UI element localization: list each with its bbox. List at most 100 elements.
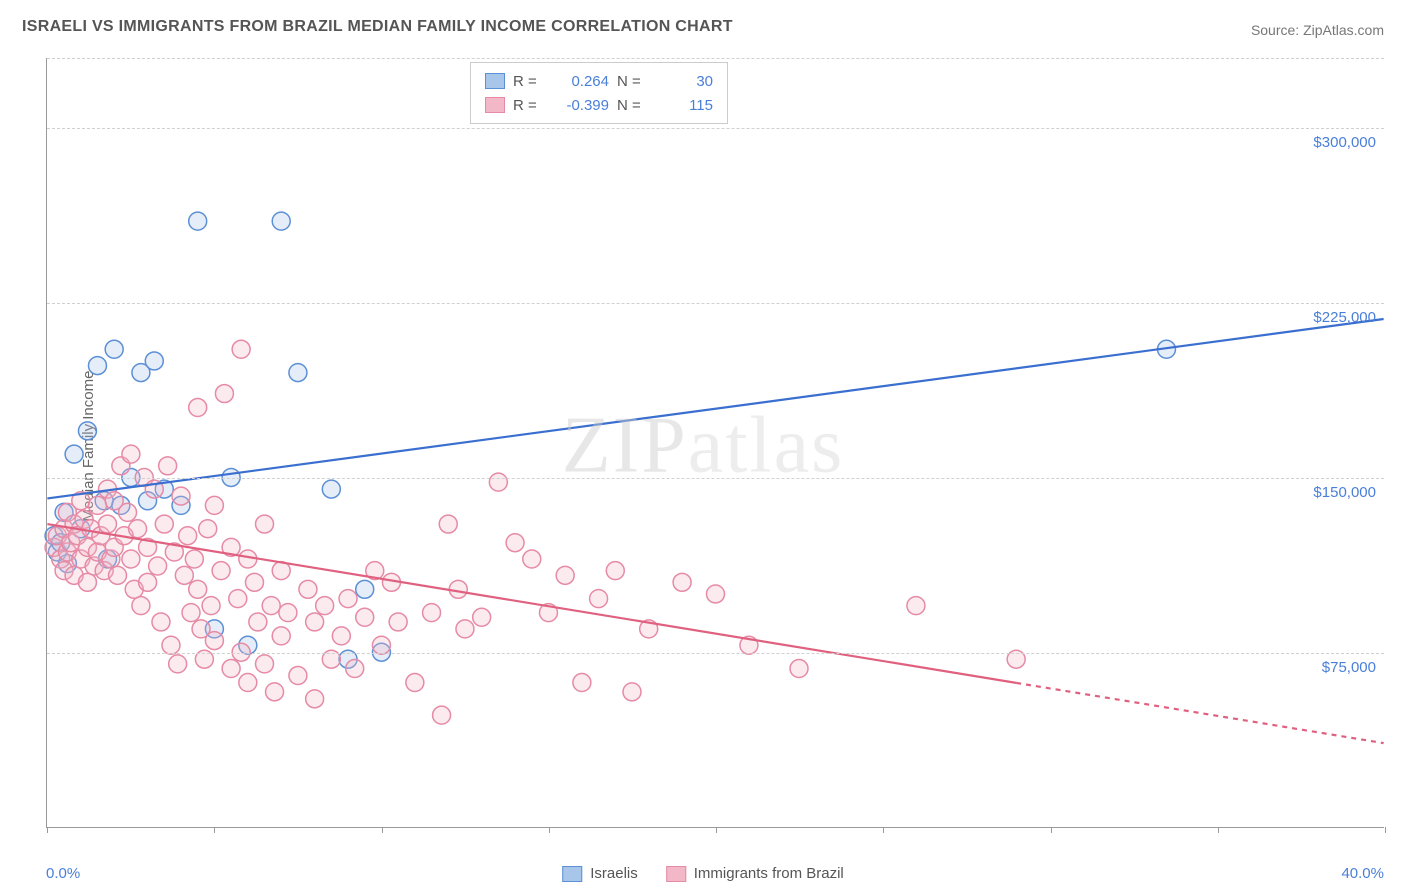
y-tick-label: $75,000 [1322, 659, 1376, 676]
scatter-point [109, 566, 127, 584]
scatter-point [262, 597, 280, 615]
scatter-point [707, 585, 725, 603]
legend-label-0: Israelis [590, 865, 638, 882]
scatter-point [279, 604, 297, 622]
scatter-point [272, 212, 290, 230]
scatter-point [212, 562, 230, 580]
x-axis-label-left: 0.0% [46, 865, 80, 882]
scatter-point [229, 590, 247, 608]
plot-svg [47, 58, 1384, 827]
correlation-legend: R = 0.264 N = 30 R = -0.399 N = 115 [470, 62, 728, 124]
scatter-point [489, 473, 507, 491]
corr-n-label-0: N = [617, 73, 643, 90]
chart-title: ISRAELI VS IMMIGRANTS FROM BRAZIL MEDIAN… [22, 18, 733, 36]
scatter-point [162, 636, 180, 654]
scatter-point [122, 445, 140, 463]
scatter-point [189, 399, 207, 417]
gridline-top [47, 58, 1384, 59]
scatter-point [205, 496, 223, 514]
scatter-point [189, 212, 207, 230]
scatter-point [239, 674, 257, 692]
scatter-point [623, 683, 641, 701]
scatter-point [122, 550, 140, 568]
x-tick [1218, 827, 1219, 833]
scatter-point [246, 573, 264, 591]
scatter-point [182, 604, 200, 622]
scatter-point [306, 613, 324, 631]
scatter-point [149, 557, 167, 575]
gridline [47, 478, 1384, 479]
corr-r-label-1: R = [513, 97, 539, 114]
source-label: Source: [1251, 22, 1299, 38]
source-attribution: Source: ZipAtlas.com [1251, 22, 1384, 38]
scatter-point [105, 340, 123, 358]
scatter-point [299, 580, 317, 598]
scatter-point [222, 660, 240, 678]
scatter-point [175, 566, 193, 584]
scatter-point [145, 352, 163, 370]
x-tick [1385, 827, 1386, 833]
corr-swatch-0 [485, 73, 505, 89]
y-tick-label: $225,000 [1313, 309, 1376, 326]
scatter-point [256, 515, 274, 533]
corr-n-val-0: 30 [651, 73, 713, 90]
bottom-legend: Israelis Immigrants from Brazil [562, 865, 844, 882]
scatter-point [232, 340, 250, 358]
scatter-point [356, 580, 374, 598]
corr-n-label-1: N = [617, 97, 643, 114]
legend-label-1: Immigrants from Brazil [694, 865, 844, 882]
scatter-point [172, 487, 190, 505]
scatter-point [129, 520, 147, 538]
scatter-point [556, 566, 574, 584]
gridline [47, 653, 1384, 654]
scatter-point [256, 655, 274, 673]
scatter-point [346, 660, 364, 678]
scatter-point [169, 655, 187, 673]
scatter-point [119, 503, 137, 521]
scatter-point [456, 620, 474, 638]
scatter-point [406, 674, 424, 692]
x-axis-label-right: 40.0% [1341, 865, 1384, 882]
trendline-dashed [1016, 683, 1383, 743]
source-name: ZipAtlas.com [1303, 22, 1384, 38]
scatter-point [907, 597, 925, 615]
scatter-point [99, 515, 117, 533]
x-tick [549, 827, 550, 833]
scatter-point [189, 580, 207, 598]
scatter-point [372, 636, 390, 654]
scatter-point [289, 667, 307, 685]
scatter-point [433, 706, 451, 724]
plot-area: $75,000$150,000$225,000$300,000 [46, 58, 1384, 828]
x-tick [1051, 827, 1052, 833]
scatter-point [673, 573, 691, 591]
scatter-point [423, 604, 441, 622]
corr-r-val-1: -0.399 [547, 97, 609, 114]
scatter-point [155, 515, 173, 533]
scatter-point [590, 590, 608, 608]
scatter-point [266, 683, 284, 701]
chart-container: ISRAELI VS IMMIGRANTS FROM BRAZIL MEDIAN… [0, 0, 1406, 892]
scatter-point [439, 515, 457, 533]
scatter-point [88, 496, 106, 514]
scatter-point [205, 632, 223, 650]
scatter-point [199, 520, 217, 538]
scatter-point [185, 550, 203, 568]
x-tick [382, 827, 383, 833]
scatter-point [790, 660, 808, 678]
legend-item-0: Israelis [562, 865, 638, 882]
scatter-point [88, 357, 106, 375]
legend-swatch-1 [666, 866, 686, 882]
scatter-point [139, 573, 157, 591]
scatter-point [78, 422, 96, 440]
scatter-point [473, 608, 491, 626]
scatter-point [78, 573, 96, 591]
scatter-point [249, 613, 267, 631]
corr-r-val-0: 0.264 [547, 73, 609, 90]
x-tick [716, 827, 717, 833]
scatter-point [339, 590, 357, 608]
scatter-point [179, 527, 197, 545]
scatter-point [272, 627, 290, 645]
scatter-point [573, 674, 591, 692]
scatter-point [523, 550, 541, 568]
gridline [47, 128, 1384, 129]
